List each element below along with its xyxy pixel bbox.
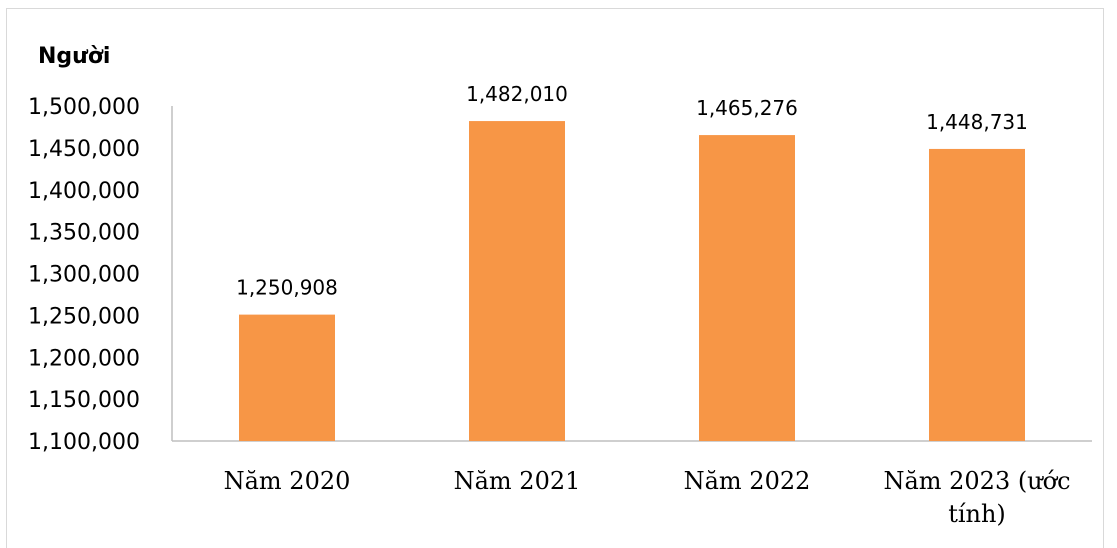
x-tick-label-line: Năm 2023 (ước: [883, 467, 1070, 495]
x-tick-label: Năm 2021: [454, 467, 581, 495]
data-label: 1,465,276: [696, 96, 798, 120]
y-axis-ticks: 1,100,000 1,150,000 1,200,000 1,250,000 1,30…: [28, 95, 140, 455]
y-tick-label: 1,300,000: [28, 263, 140, 288]
x-tick-label-line: Năm 2021: [454, 467, 581, 495]
y-tick-label: 1,350,000: [28, 221, 140, 246]
data-labels: 1,250,908 1,482,010 1,465,276 1,448,731: [236, 82, 1028, 300]
data-label: 1,448,731: [926, 110, 1028, 134]
y-tick-label: 1,500,000: [28, 95, 140, 120]
y-tick-label: 1,450,000: [28, 137, 140, 162]
bar: [469, 121, 565, 442]
bars: [239, 121, 1025, 442]
chart-frame: [6, 8, 1104, 548]
data-label: 1,482,010: [466, 82, 568, 106]
y-axis-unit-label: Người: [38, 44, 110, 69]
bar: [929, 148, 1025, 441]
data-label: 1,250,908: [236, 276, 338, 300]
y-tick-label: 1,250,000: [28, 304, 140, 329]
y-tick-label: 1,150,000: [28, 388, 140, 413]
x-tick-label: Năm 2023 (ước tính): [883, 467, 1070, 528]
y-tick-label: 1,100,000: [28, 430, 140, 455]
x-axis-ticks: Năm 2020 Năm 2021 Năm 2022 Năm 2023 (ước tín…: [224, 467, 1071, 528]
x-tick-label: Năm 2020: [224, 467, 351, 495]
y-tick-label: 1,400,000: [28, 179, 140, 204]
x-tick-label: Năm 2022: [684, 467, 811, 495]
x-tick-label-line: tính): [948, 500, 1006, 528]
x-tick-label-line: Năm 2020: [224, 467, 351, 495]
x-tick-label-line: Năm 2022: [684, 467, 811, 495]
bar: [239, 314, 335, 441]
bar: [699, 135, 795, 441]
y-tick-label: 1,200,000: [28, 346, 140, 371]
